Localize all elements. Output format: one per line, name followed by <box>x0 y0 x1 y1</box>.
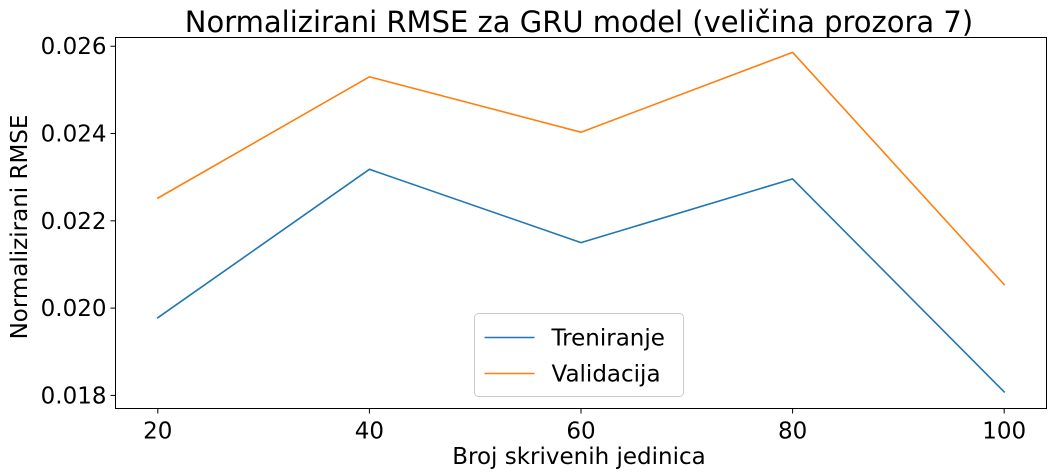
series-line-treniranje <box>156 168 1006 394</box>
plot-frame <box>115 37 1047 409</box>
y-tick-label: 0.026 <box>41 34 107 60</box>
y-tick-label: 0.020 <box>41 296 107 322</box>
x-axis-label: Broj skrivenih jedinica <box>452 444 706 470</box>
x-tick-label: 60 <box>566 419 595 445</box>
x-tick-label: 80 <box>778 419 807 445</box>
y-tick-label: 0.024 <box>41 122 107 148</box>
legend-label: Treniranje <box>551 326 665 352</box>
legend: Treniranje Validacija <box>474 313 684 397</box>
y-axis-label: Normalizirani RMSE <box>7 115 33 340</box>
y-tick-label: 0.018 <box>41 383 107 409</box>
chart-title: Normalizirani RMSE za GRU model (veličin… <box>185 5 973 39</box>
legend-label: Validacija <box>552 362 661 388</box>
tick-layer: 20 40 60 80 100 0.018 0.020 0.022 0.024 0.026 <box>41 34 1026 444</box>
x-tick-label: 40 <box>355 419 384 445</box>
x-tick-label: 20 <box>143 419 172 445</box>
y-tick-label: 0.022 <box>41 209 107 235</box>
legend-box <box>474 313 684 397</box>
x-tick-label: 100 <box>982 419 1026 445</box>
series-line-validacija <box>156 51 1006 286</box>
series-layer <box>156 51 1006 394</box>
